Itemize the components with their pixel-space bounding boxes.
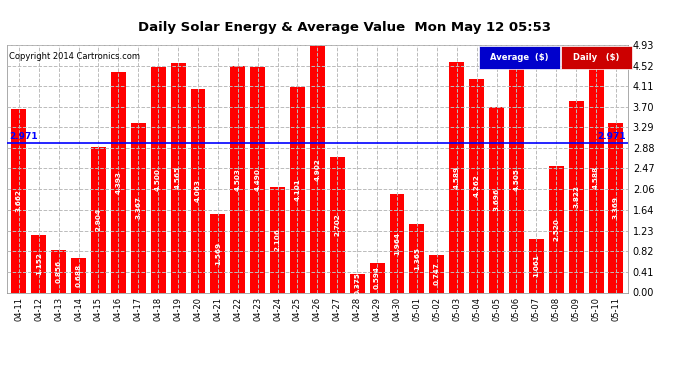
Text: 4.902: 4.902	[315, 158, 320, 181]
Text: 4.505: 4.505	[513, 168, 520, 191]
Text: 1.365: 1.365	[414, 247, 420, 270]
Text: 4.063: 4.063	[195, 179, 201, 202]
Text: Daily Solar Energy & Average Value  Mon May 12 05:53: Daily Solar Energy & Average Value Mon M…	[139, 21, 551, 34]
Bar	[409, 224, 424, 292]
Text: 4.262: 4.262	[473, 174, 480, 197]
Bar	[330, 157, 345, 292]
Bar	[509, 66, 524, 292]
Text: 4.490: 4.490	[255, 168, 261, 191]
Text: 0.856: 0.856	[56, 260, 61, 283]
FancyBboxPatch shape	[479, 46, 560, 69]
Bar	[170, 63, 186, 292]
Text: 2.702: 2.702	[334, 213, 340, 236]
Bar	[529, 239, 544, 292]
Bar	[429, 255, 444, 292]
Bar	[350, 274, 365, 292]
Text: 2.904: 2.904	[95, 208, 101, 231]
Bar	[131, 123, 146, 292]
Bar	[549, 166, 564, 292]
Text: 0.375: 0.375	[354, 272, 360, 294]
Bar	[190, 88, 206, 292]
Bar	[290, 87, 305, 292]
Text: 4.503: 4.503	[235, 168, 241, 191]
Bar	[71, 258, 86, 292]
Text: 2.971: 2.971	[598, 132, 626, 141]
Text: 4.393: 4.393	[115, 171, 121, 194]
Text: 3.369: 3.369	[613, 196, 619, 219]
Bar	[31, 235, 46, 292]
Text: 1.964: 1.964	[394, 232, 400, 255]
Text: 4.500: 4.500	[155, 168, 161, 191]
Bar	[111, 72, 126, 292]
Bar	[469, 78, 484, 292]
Bar	[449, 62, 464, 292]
Text: 3.367: 3.367	[135, 196, 141, 219]
Text: 0.747: 0.747	[434, 262, 440, 285]
Text: 3.696: 3.696	[493, 188, 500, 211]
Bar	[230, 66, 245, 292]
Text: 4.589: 4.589	[454, 166, 460, 189]
Bar	[210, 214, 226, 292]
Bar	[370, 262, 384, 292]
Text: Copyright 2014 Cartronics.com: Copyright 2014 Cartronics.com	[9, 53, 140, 62]
Text: 4.588: 4.588	[593, 166, 599, 189]
Text: 0.594: 0.594	[374, 266, 380, 289]
Text: 4.565: 4.565	[175, 166, 181, 189]
Text: Daily   ($): Daily ($)	[573, 53, 620, 62]
Bar	[51, 249, 66, 292]
FancyBboxPatch shape	[561, 46, 632, 69]
Bar	[150, 67, 166, 292]
Text: 0.688: 0.688	[75, 264, 81, 287]
Bar	[569, 100, 584, 292]
Bar	[11, 109, 26, 292]
Text: 3.662: 3.662	[16, 189, 22, 212]
Bar	[609, 123, 624, 292]
Text: 1.569: 1.569	[215, 242, 221, 265]
Text: 2.520: 2.520	[553, 218, 560, 241]
Bar	[589, 62, 604, 292]
Bar	[91, 147, 106, 292]
Text: 1.061: 1.061	[533, 254, 540, 277]
Text: 4.101: 4.101	[295, 178, 301, 201]
Bar	[310, 46, 325, 292]
Bar	[390, 194, 404, 292]
Bar	[489, 107, 504, 292]
Bar	[270, 187, 285, 292]
Text: 1.152: 1.152	[36, 252, 42, 275]
Text: 2.971: 2.971	[9, 132, 37, 141]
Text: Average  ($): Average ($)	[490, 53, 549, 62]
Bar	[250, 67, 265, 292]
Text: 3.822: 3.822	[573, 185, 579, 208]
Text: 2.106: 2.106	[275, 228, 281, 251]
